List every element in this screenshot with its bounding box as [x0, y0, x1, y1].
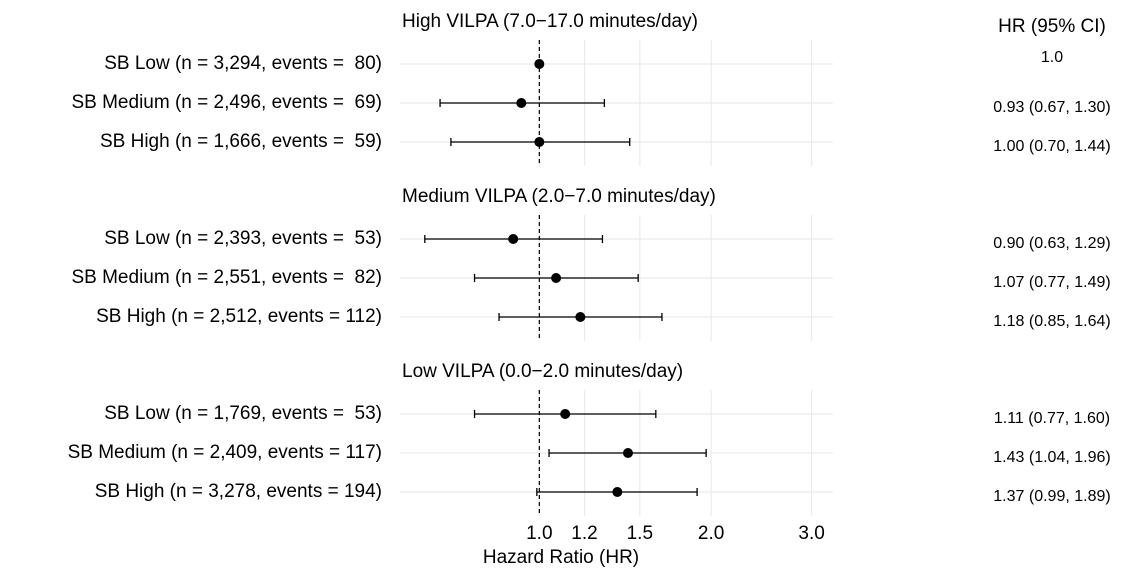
point	[551, 273, 562, 283]
x-tick-label: 1.5	[627, 523, 653, 544]
hr-label: 1.07 (0.77, 1.49)	[993, 274, 1110, 291]
point	[575, 312, 586, 322]
row-label: SB Low (n = 2,393, events = 53)	[104, 228, 382, 249]
row-label: SB Medium (n = 2,409, events = 117)	[68, 442, 382, 463]
panel-title: High VILPA (7.0−17.0 minutes/day)	[402, 11, 698, 32]
x-tick-label: 3.0	[798, 523, 824, 544]
point	[612, 487, 623, 497]
x-tick-label: 2.0	[698, 523, 724, 544]
point	[534, 137, 545, 147]
point	[560, 409, 571, 419]
point	[508, 234, 519, 244]
x-tick-label: 1.2	[571, 523, 597, 544]
row-label: SB Medium (n = 2,551, events = 82)	[71, 267, 382, 288]
hr-label: 0.90 (0.63, 1.29)	[993, 235, 1110, 252]
hr-label: 1.43 (1.04, 1.96)	[993, 449, 1110, 466]
panel-title: Low VILPA (0.0−2.0 minutes/day)	[402, 361, 683, 382]
point	[516, 98, 527, 108]
point	[534, 59, 545, 69]
hr-label: 1.11 (0.77, 1.60)	[994, 410, 1110, 427]
column-header: HR (95% CI)	[998, 16, 1106, 37]
hr-label: 0.93 (0.67, 1.30)	[993, 99, 1110, 116]
x-tick-label: 1.0	[526, 523, 552, 544]
hr-label: 1.0	[1041, 49, 1063, 66]
point	[622, 448, 633, 458]
x-axis-label: Hazard Ratio (HR)	[483, 547, 639, 568]
row-label: SB Low (n = 1,769, events = 53)	[104, 403, 382, 424]
row-label: SB Low (n = 3,294, events = 80)	[104, 53, 382, 74]
hr-label: 1.18 (0.85, 1.64)	[993, 313, 1110, 330]
hr-label: 1.37 (0.99, 1.89)	[993, 488, 1110, 505]
row-label: SB High (n = 2,512, events = 112)	[96, 306, 382, 327]
row-label: SB High (n = 3,278, events = 194)	[95, 481, 382, 502]
row-label: SB High (n = 1,666, events = 59)	[100, 131, 382, 152]
panel-title: Medium VILPA (2.0−7.0 minutes/day)	[402, 186, 716, 207]
hr-label: 1.00 (0.70, 1.44)	[993, 138, 1110, 155]
row-label: SB Medium (n = 2,496, events = 69)	[71, 92, 382, 113]
